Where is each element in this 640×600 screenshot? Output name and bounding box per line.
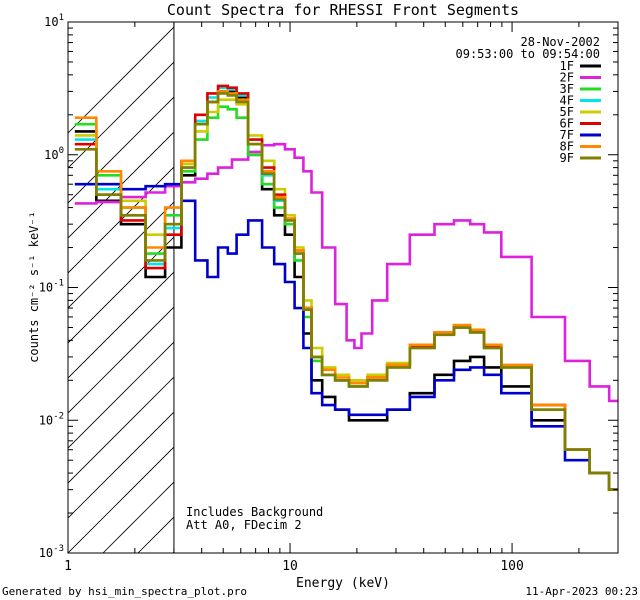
series-2F xyxy=(74,142,618,403)
legend-label-6F: 6F xyxy=(560,117,574,131)
date-label: 28-Nov-2002 xyxy=(521,35,600,49)
hatch-line xyxy=(208,22,640,553)
time-range-label: 09:53:00 to 09:54:00 xyxy=(456,47,601,61)
x-tick-label: 100 xyxy=(500,559,523,574)
y-tick-label: 10-2 xyxy=(39,411,64,427)
series-3F xyxy=(74,105,618,491)
y-tick-label: 100 xyxy=(44,146,64,162)
legend-label-4F: 4F xyxy=(560,94,574,108)
note-attenuator: Att A0, FDecim 2 xyxy=(186,518,302,532)
hatch-line xyxy=(68,411,174,519)
excluded-region xyxy=(68,22,640,553)
hatch-line xyxy=(68,96,174,204)
legend-label-8F: 8F xyxy=(560,140,574,154)
series-9F xyxy=(74,92,618,491)
info-box: 28-Nov-2002 09:53:00 to 09:54:00 xyxy=(456,35,601,61)
hatch-line xyxy=(102,481,174,553)
note-background: Includes Background xyxy=(186,505,323,519)
series-group xyxy=(74,84,618,491)
y-tick-label: 101 xyxy=(44,13,64,29)
hatch-line xyxy=(68,271,174,379)
footer-generator: Generated by hsi_min_spectra_plot.pro xyxy=(2,585,247,598)
hatch-line xyxy=(68,61,174,169)
legend-label-9F: 9F xyxy=(560,151,574,165)
series-1F xyxy=(74,90,618,491)
hatch-line xyxy=(68,446,174,553)
hatch-line xyxy=(68,26,174,134)
x-axis-label: Energy (keV) xyxy=(296,576,390,591)
legend-label-5F: 5F xyxy=(560,105,574,119)
series-7F xyxy=(74,182,618,491)
legend-label-1F: 1F xyxy=(560,59,574,73)
y-tick-label: 10-3 xyxy=(39,544,64,560)
x-tick-label: 1 xyxy=(64,559,72,574)
hatch-line xyxy=(68,236,174,344)
series-8F xyxy=(74,90,618,491)
x-tick-label: 10 xyxy=(282,559,298,574)
footer-timestamp: 11-Apr-2023 00:23 xyxy=(525,585,638,598)
y-axis-label: counts cm⁻² s⁻¹ keV⁻¹ xyxy=(27,211,41,363)
plot-frame xyxy=(67,21,619,554)
series-5F xyxy=(74,98,618,491)
legend-label-3F: 3F xyxy=(560,82,574,96)
chart-title: Count Spectra for RHESSI Front Segments xyxy=(167,1,519,19)
hatch-line xyxy=(68,376,174,484)
notes: Includes Background Att A0, FDecim 2 xyxy=(186,505,323,532)
legend-label-7F: 7F xyxy=(560,128,574,142)
y-tick-label: 10-1 xyxy=(39,279,64,295)
legend-label-2F: 2F xyxy=(560,71,574,85)
series-6F xyxy=(74,84,618,491)
hatch-line xyxy=(68,201,174,309)
hatch-line xyxy=(628,22,640,553)
